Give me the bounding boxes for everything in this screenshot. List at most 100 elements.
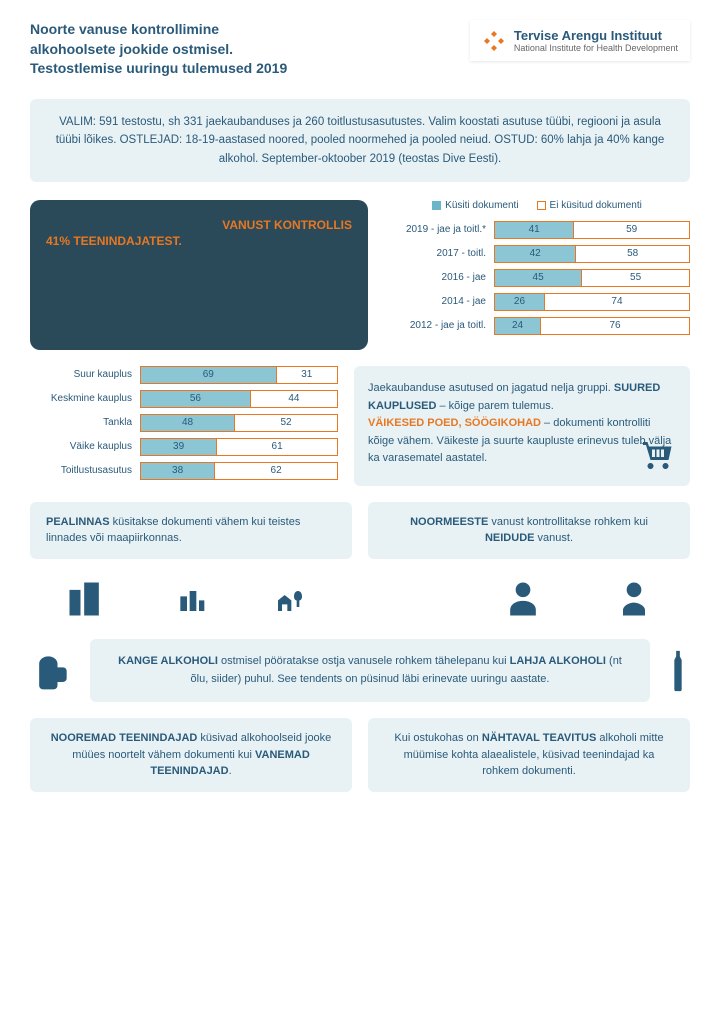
bar-label: Tankla (30, 417, 140, 428)
bar-row: 2017 - toitl. 42 58 (384, 245, 690, 263)
alcohol-box: KANGE ALKOHOLI ostmisel pööratakse ostja… (90, 639, 650, 702)
bar-seg-yes: 26 (494, 293, 545, 311)
bar-seg-yes: 39 (140, 438, 217, 456)
legend-square-icon (537, 201, 546, 210)
bar: 39 61 (140, 438, 338, 456)
row-2: Suur kauplus 69 31 Keskmine kauplus 56 4… (30, 366, 690, 486)
bar-seg-yes: 24 (494, 317, 541, 335)
dark-summary-box: VANUST KONTROLLIS 41% TEENINDAJATEST. (30, 200, 368, 350)
chart1-bars: 2019 - jae ja toitl.* 41 59 2017 - toitl… (384, 221, 690, 335)
younger-box: NOOREMAD TEENINDAJAD küsivad alkohoolsei… (30, 718, 352, 792)
person-male-icon (612, 577, 656, 621)
highlight-stat: 41% TEENINDAJATEST. (46, 234, 352, 248)
bar-label: Keskmine kauplus (30, 393, 140, 404)
text: Jaekaubanduse asutused on jagatud nelja … (368, 382, 611, 394)
logo-icon (482, 29, 506, 53)
bar-row: Keskmine kauplus 56 44 (30, 390, 338, 408)
row-3: PEALINNAS küsitakse dokumenti vähem kui … (30, 502, 690, 559)
info-box: VALIM: 591 testostu, sh 331 jaekaubandus… (30, 99, 690, 182)
bar-seg-no: 59 (574, 221, 690, 239)
bar-seg-no: 62 (215, 462, 338, 480)
bar-seg-no: 44 (251, 390, 338, 408)
bar-seg-no: 58 (576, 245, 690, 263)
bar-seg-yes: 45 (494, 269, 582, 287)
bold-text: LAHJA ALKOHOLI (510, 655, 606, 667)
highlight-prefix: VANUST KONTROLLIS (222, 218, 352, 232)
logo-sub: National Institute for Health Developmen… (514, 43, 678, 53)
bar: 56 44 (140, 390, 338, 408)
bar-seg-yes: 41 (494, 221, 574, 239)
buildings-icon (64, 577, 108, 621)
bar: 41 59 (494, 221, 690, 239)
legend-no: Ei küsitud dokumenti (537, 200, 642, 211)
bar-seg-yes: 56 (140, 390, 251, 408)
bar-label: 2017 - toitl. (384, 248, 494, 259)
row-1: VANUST KONTROLLIS 41% TEENINDAJATEST. Kü… (30, 200, 690, 350)
store-chart: Suur kauplus 69 31 Keskmine kauplus 56 4… (30, 366, 338, 486)
alcohol-row: KANGE ALKOHOLI ostmisel pööratakse ostja… (30, 639, 690, 702)
orange-text: VÄIKESED POED, SÖÖGIKOHAD (368, 417, 541, 429)
bold-text: NEIDUDE (485, 532, 535, 544)
capital-box: PEALINNAS küsitakse dokumenti vähem kui … (30, 502, 352, 559)
person-female-icon (501, 577, 545, 621)
bar-seg-yes: 38 (140, 462, 215, 480)
bar-row: 2019 - jae ja toitl.* 41 59 (384, 221, 690, 239)
bar-label: 2012 - jae ja toitl. (384, 320, 494, 331)
bottom-row: NOOREMAD TEENINDAJAD küsivad alkohoolsei… (30, 718, 690, 792)
bold-text: PEALINNAS (46, 516, 110, 528)
icon-row (30, 577, 690, 621)
bottle-icon (666, 649, 690, 693)
bold-text: NOOREMAD TEENINDAJAD (51, 732, 198, 744)
bar: 38 62 (140, 462, 338, 480)
text: vanust kontrollitakse rohkem kui (488, 516, 648, 528)
bar-seg-no: 31 (277, 366, 338, 384)
bar-row: Väike kauplus 39 61 (30, 438, 338, 456)
bar-seg-yes: 42 (494, 245, 576, 263)
page-title: Noorte vanuse kontrollimine alkohoolsete… (30, 20, 287, 79)
bar-label: Suur kauplus (30, 369, 140, 380)
bar-seg-no: 52 (235, 414, 338, 432)
bar-row: 2014 - jae 26 74 (384, 293, 690, 311)
bar-row: Tankla 48 52 (30, 414, 338, 432)
text: – kõige parem tulemus. (436, 400, 553, 412)
bar-seg-no: 76 (541, 317, 690, 335)
header: Noorte vanuse kontrollimine alkohoolsete… (30, 20, 690, 79)
chart-legend: Küsiti dokumenti Ei küsitud dokumenti (384, 200, 690, 211)
logo-main: Tervise Arengu Instituut (514, 28, 678, 43)
bar-seg-yes: 48 (140, 414, 235, 432)
bar-row: Toitlustusasutus 38 62 (30, 462, 338, 480)
legend-label: Küsiti dokumenti (445, 200, 518, 211)
bar-seg-yes: 69 (140, 366, 277, 384)
bar-label: 2014 - jae (384, 296, 494, 307)
text: vanust. (534, 532, 573, 544)
text: ostmisel pööratakse ostja vanusele rohke… (218, 655, 510, 667)
bar: 45 55 (494, 269, 690, 287)
bar: 48 52 (140, 414, 338, 432)
title-line: alkohoolsete jookide ostmisel. (30, 40, 287, 60)
bar: 26 74 (494, 293, 690, 311)
chart2-bars: Suur kauplus 69 31 Keskmine kauplus 56 4… (30, 366, 338, 480)
bar: 69 31 (140, 366, 338, 384)
logo: Tervise Arengu Instituut National Instit… (470, 20, 690, 61)
store-text-box: Jaekaubanduse asutused on jagatud nelja … (354, 366, 690, 486)
bar-seg-no: 74 (545, 293, 690, 311)
title-line: Noorte vanuse kontrollimine (30, 20, 287, 40)
cart-icon (640, 436, 676, 472)
bar: 24 76 (494, 317, 690, 335)
legend-yes: Küsiti dokumenti (432, 200, 518, 211)
logo-text: Tervise Arengu Instituut National Instit… (514, 28, 678, 53)
bar-label: 2019 - jae ja toitl.* (384, 224, 494, 235)
notice-box: Kui ostukohas on NÄHTAVAL TEAVITUS alkoh… (368, 718, 690, 792)
gender-box: NOORMEESTE vanust kontrollitakse rohkem … (368, 502, 690, 559)
house-tree-icon (274, 583, 306, 615)
year-chart: Küsiti dokumenti Ei küsitud dokumenti 20… (384, 200, 690, 350)
bar-label: 2016 - jae (384, 272, 494, 283)
bold-text: NÄHTAVAL TEAVITUS (482, 732, 596, 744)
small-buildings-icon (175, 583, 207, 615)
legend-label: Ei küsitud dokumenti (550, 200, 642, 211)
beer-icon (30, 649, 74, 693)
bar-seg-no: 55 (582, 269, 690, 287)
bar: 42 58 (494, 245, 690, 263)
bold-text: KANGE ALKOHOLI (118, 655, 218, 667)
legend-square-icon (432, 201, 441, 210)
